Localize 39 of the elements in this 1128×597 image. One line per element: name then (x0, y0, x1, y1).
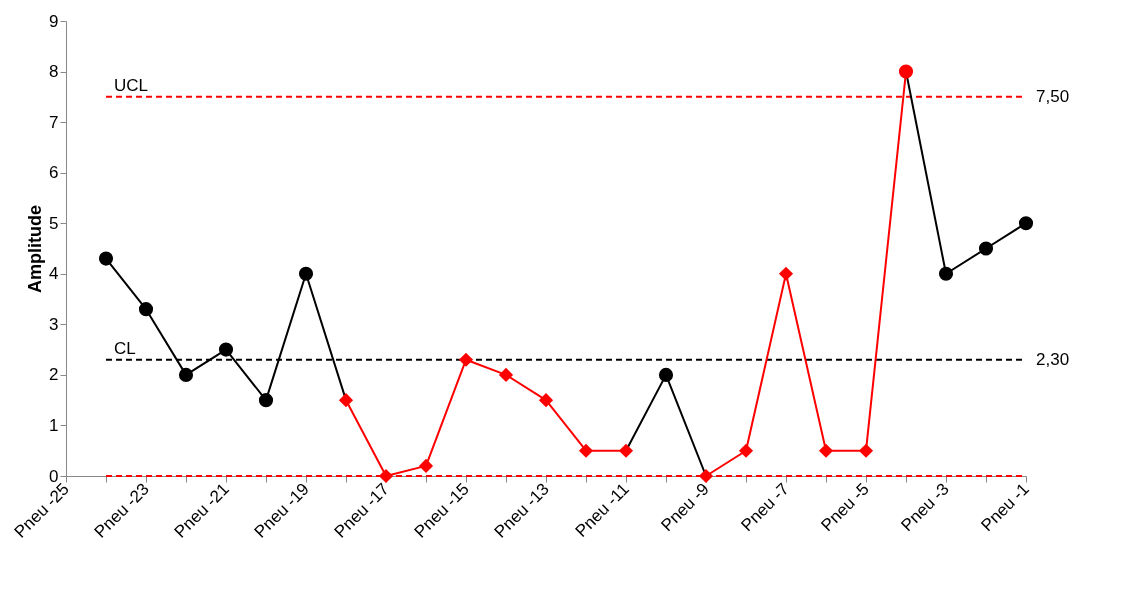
point (738, 443, 754, 458)
point (818, 443, 834, 458)
y-tick-label: 9 (49, 11, 59, 31)
ref-line-label: UCL (114, 75, 149, 95)
annotation: 2,30 (1036, 349, 1070, 369)
y-tick-label: 5 (49, 213, 59, 233)
point (538, 393, 554, 408)
y-tick-label: 1 (49, 415, 59, 435)
point (458, 352, 474, 367)
point (418, 458, 434, 473)
point (378, 468, 394, 484)
y-axis-title: Amplitude (25, 205, 46, 293)
point (578, 443, 594, 458)
point (258, 393, 274, 408)
point (618, 443, 634, 458)
point (698, 468, 714, 484)
annotation: 7,50 (1036, 86, 1070, 106)
point (498, 367, 514, 382)
point (898, 64, 914, 79)
ref-line-label: CL (114, 338, 136, 358)
point (338, 393, 354, 408)
point (298, 266, 314, 281)
point (778, 266, 794, 281)
y-tick-label: 0 (49, 466, 59, 486)
y-tick-label: 6 (49, 163, 59, 183)
point (978, 241, 994, 256)
y-tick-label: 2 (49, 365, 59, 385)
point (1018, 216, 1034, 231)
point (858, 443, 874, 458)
point (658, 367, 674, 382)
point (98, 251, 114, 266)
point (138, 302, 154, 317)
point (218, 342, 234, 357)
point (938, 266, 954, 281)
y-tick-label: 3 (49, 314, 59, 334)
point (178, 367, 194, 382)
y-tick-label: 4 (49, 264, 59, 284)
y-tick-label: 8 (49, 62, 59, 82)
y-tick-label: 7 (49, 112, 59, 132)
